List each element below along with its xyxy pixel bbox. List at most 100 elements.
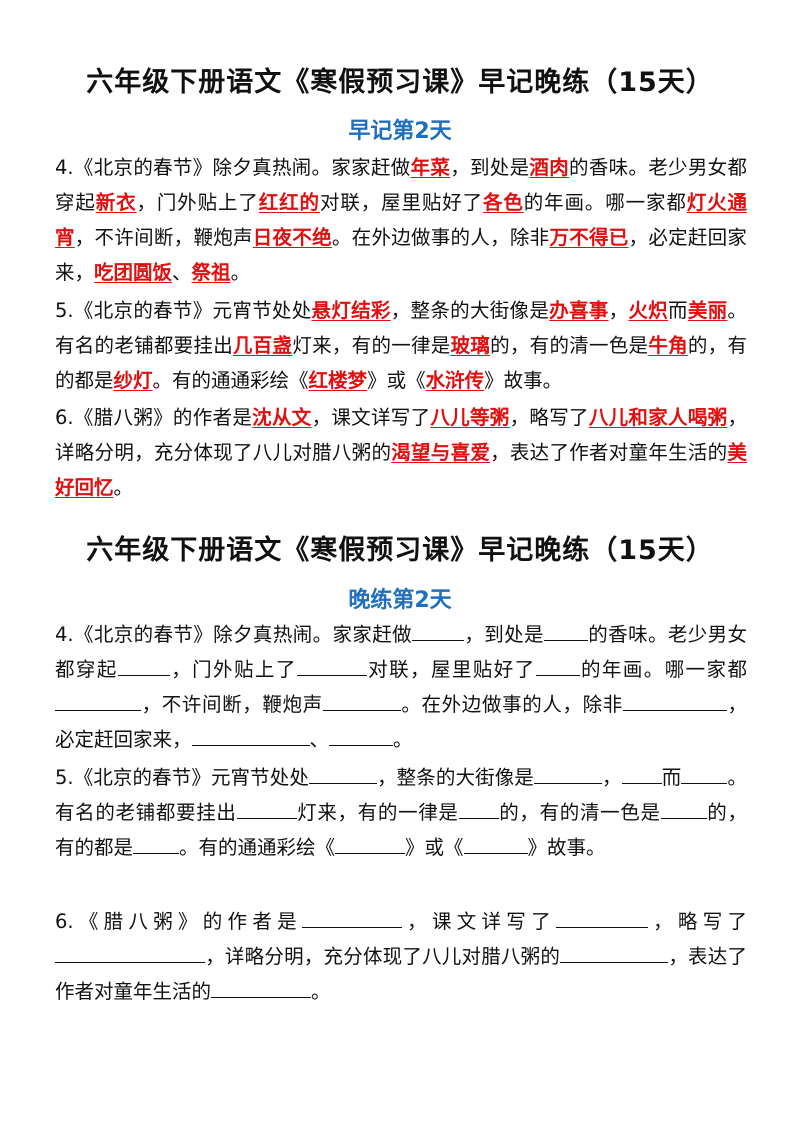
fill-blank[interactable] — [55, 690, 141, 711]
text: ，表达了作者对童年生活的 — [55, 945, 747, 1003]
fill-blank[interactable] — [412, 620, 464, 641]
fill-blank[interactable] — [622, 690, 727, 711]
text: ，略写了 — [509, 406, 589, 429]
text: 4.《北京的春节》除夕真热闹。家家赶做 — [55, 623, 412, 646]
text: 4.《北京的春节》除夕真热闹。家家赶做 — [55, 156, 411, 179]
fill-blank[interactable] — [458, 798, 499, 819]
text: ，略写了 — [647, 910, 747, 933]
text: ，详略分明，充分体现了八儿对腊八粥的 — [205, 945, 561, 968]
fill-blank[interactable] — [55, 942, 205, 963]
text: ， — [601, 766, 622, 789]
fill-blank[interactable] — [211, 977, 312, 998]
answer: 牛角 — [648, 334, 688, 357]
section1-subtitle: 早记第2天 — [348, 119, 452, 144]
answer: 红红的 — [258, 191, 320, 214]
text: 。 — [311, 980, 331, 1003]
answer: 纱灯 — [113, 369, 153, 392]
text: 。有的通通彩绘《 — [152, 369, 309, 392]
text: ，课文详写了 — [401, 910, 556, 933]
text: 的，有的都是 — [55, 801, 747, 859]
fill-blank[interactable] — [660, 798, 707, 819]
text: 而 — [661, 766, 682, 789]
text: 。在外边做事的人，除非 — [331, 226, 550, 249]
text: 、 — [172, 261, 192, 284]
section1-title: 六年级下册语文《寒假预习课》早记晚练（15天） — [86, 67, 714, 98]
text: 。有名的老铺都要挂出 — [55, 299, 747, 357]
answer: 年菜 — [410, 156, 451, 179]
section2-item-4: 4.《北京的春节》除夕真热闹。家家赶做 ，到处是 的香味。老少男女都穿起 ，门外贴上了… — [55, 617, 747, 757]
text: 。 — [393, 728, 413, 751]
text: 。在外边做事的人，除非 — [400, 693, 623, 716]
answer: 美好回忆 — [55, 441, 747, 499]
text: 》或《 — [405, 836, 464, 859]
fill-blank[interactable] — [463, 833, 528, 854]
section2-title: 六年级下册语文《寒假预习课》早记晚练（15天） — [86, 535, 714, 566]
text: ，不许间断，鞭炮声 — [141, 693, 323, 716]
text: 。有的通通彩绘《 — [179, 836, 336, 859]
text: 的，有的清一色是 — [498, 801, 661, 824]
fill-blank[interactable] — [560, 942, 669, 963]
text: 的年画。哪一家都 — [523, 191, 687, 214]
text: ，不许间断，鞭炮声 — [74, 226, 253, 249]
answer: 酒肉 — [529, 156, 570, 179]
section2-subtitle: 晚练第2天 — [348, 588, 452, 613]
fill-blank[interactable] — [555, 907, 648, 928]
text: 6.《腊八粥》的作者是 — [55, 406, 253, 429]
fill-blank[interactable] — [681, 763, 728, 784]
answer: 沈从文 — [252, 406, 312, 429]
text: 灯来，有的一律是 — [292, 334, 451, 357]
fill-blank[interactable] — [322, 690, 401, 711]
text: 的年画。哪一家都 — [579, 658, 747, 681]
text: ，门外贴上了 — [136, 191, 259, 214]
answer: 万不得已 — [549, 226, 629, 249]
fill-blank[interactable] — [535, 655, 580, 676]
text: 5.《北京的春节》元宵节处处 — [55, 766, 309, 789]
text: 而 — [668, 299, 688, 322]
fill-blank[interactable] — [133, 833, 180, 854]
fill-blank[interactable] — [308, 763, 377, 784]
section2-item-5: 5.《北京的春节》元宵节处处 ，整条的大街像是 ， 而。有名的老铺都要挂出 灯来，有的一… — [55, 760, 747, 865]
text: 。有名的老铺都要挂出 — [55, 766, 747, 824]
fill-blank[interactable] — [543, 620, 588, 641]
text: ，到处是 — [464, 623, 544, 646]
section1-item-5: 5.《北京的春节》元宵节处处悬灯结彩，整条的大街像是办喜事，火炽而美丽。有名的老… — [55, 293, 747, 398]
text: ，表达了作者对童年生活的 — [490, 441, 728, 464]
text: 对联，屋里贴好了 — [319, 191, 483, 214]
text: 、 — [309, 728, 330, 751]
text: 的香味。老少男女都穿起 — [55, 623, 747, 681]
section1-item-6: 6.《腊八粥》的作者是沈从文，课文详写了八儿等粥，略写了八儿和家人喝粥，详略分明… — [55, 400, 747, 505]
fill-blank[interactable] — [236, 798, 297, 819]
answer: 美丽 — [687, 299, 728, 322]
fill-blank[interactable] — [335, 833, 406, 854]
answer: 渴望与喜爱 — [391, 441, 491, 464]
answer: 水浒传 — [425, 369, 485, 392]
answer: 八儿等粥 — [430, 406, 510, 429]
fill-blank[interactable] — [296, 655, 367, 676]
text: 》或《 — [367, 369, 426, 392]
answer: 灯火通宵 — [55, 191, 747, 249]
answer: 八儿和家人喝粥 — [588, 406, 728, 429]
text: 。 — [113, 476, 134, 499]
answer: 办喜事 — [549, 299, 609, 322]
fill-blank[interactable] — [117, 655, 170, 676]
text: 6.《腊八粥》的作者是 — [55, 910, 302, 933]
text: ，门外贴上了 — [169, 658, 297, 681]
section2-item-6: 6.《腊八粥》的作者是 ，课文详写了 ，略写了 ，详略分明，充分体现了八儿对腊八粥的，… — [55, 904, 747, 1009]
fill-blank[interactable] — [533, 763, 602, 784]
text: ，详略分明，充分体现了八儿对腊八粥的 — [55, 406, 747, 464]
text: 灯来，有的一律是 — [296, 801, 459, 824]
text: 。 — [230, 261, 251, 284]
section1-item-4: 4.《北京的春节》除夕真热闹。家家赶做年菜，到处是酒肉的香味。老少男女都穿起新衣… — [55, 150, 747, 290]
text: ，整条的大街像是 — [376, 766, 534, 789]
fill-blank[interactable] — [329, 725, 394, 746]
fill-blank[interactable] — [621, 763, 662, 784]
answer: 悬灯结彩 — [311, 299, 391, 322]
text: ，到处是 — [450, 156, 530, 179]
answer: 红楼梦 — [308, 369, 368, 392]
fill-blank[interactable] — [301, 907, 402, 928]
answer: 新衣 — [95, 191, 137, 214]
fill-blank[interactable] — [191, 725, 310, 746]
text: ，课文详写了 — [311, 406, 431, 429]
text: ，必定赶回家来， — [55, 226, 747, 284]
